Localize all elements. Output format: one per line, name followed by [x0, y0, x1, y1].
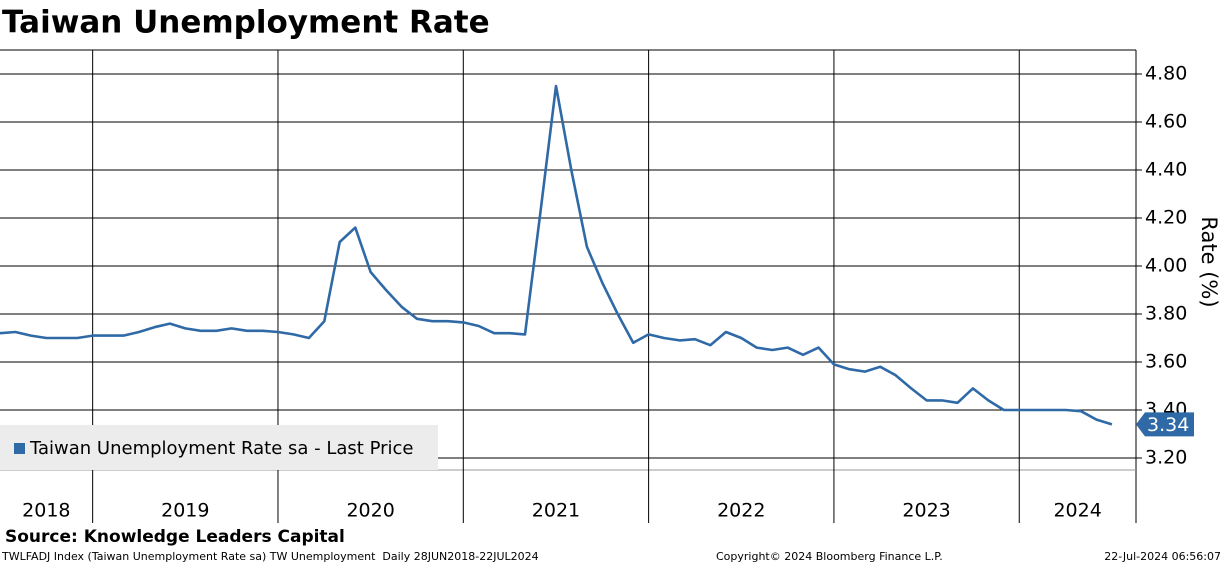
y-tick-label: 4.20 — [1145, 207, 1187, 229]
x-tick-label: 2021 — [532, 500, 580, 522]
x-tick-label: 2023 — [902, 500, 950, 522]
y-axis-label: Rate (%) — [1197, 216, 1221, 307]
legend-box — [0, 425, 438, 470]
y-tick-label: 4.80 — [1145, 63, 1187, 85]
source: Source: Knowledge Leaders Capital — [5, 527, 345, 547]
x-tick-label: 2019 — [161, 500, 209, 522]
series-line — [0, 84, 1113, 426]
last-price-label: 3.34 — [1147, 414, 1189, 436]
x-tick-label: 2020 — [346, 500, 394, 522]
x-tick-label: 2024 — [1053, 500, 1101, 522]
last-price-tag — [1136, 412, 1194, 437]
y-tick-label: 3.60 — [1145, 351, 1187, 373]
footer-left: TWLFADJ Index (Taiwan Unemployment Rate … — [1, 550, 539, 563]
y-tick-label: 4.00 — [1145, 255, 1187, 277]
chart-title: Taiwan Unemployment Rate — [2, 5, 490, 41]
legend-swatch — [14, 443, 25, 454]
x-tick-label: 2018 — [22, 500, 70, 522]
x-tick-label: 2022 — [717, 500, 765, 522]
y-tick-label: 4.40 — [1145, 159, 1187, 181]
legend-label: Taiwan Unemployment Rate sa - Last Price — [29, 438, 413, 459]
y-tick-label: 3.20 — [1145, 447, 1187, 469]
y-tick-label: 4.60 — [1145, 111, 1187, 133]
footer-center: Copyright© 2024 Bloomberg Finance L.P. — [716, 550, 943, 563]
y-tick-label: 3.80 — [1145, 303, 1187, 325]
footer-right: 22-Jul-2024 06:56:07 — [1104, 550, 1221, 563]
